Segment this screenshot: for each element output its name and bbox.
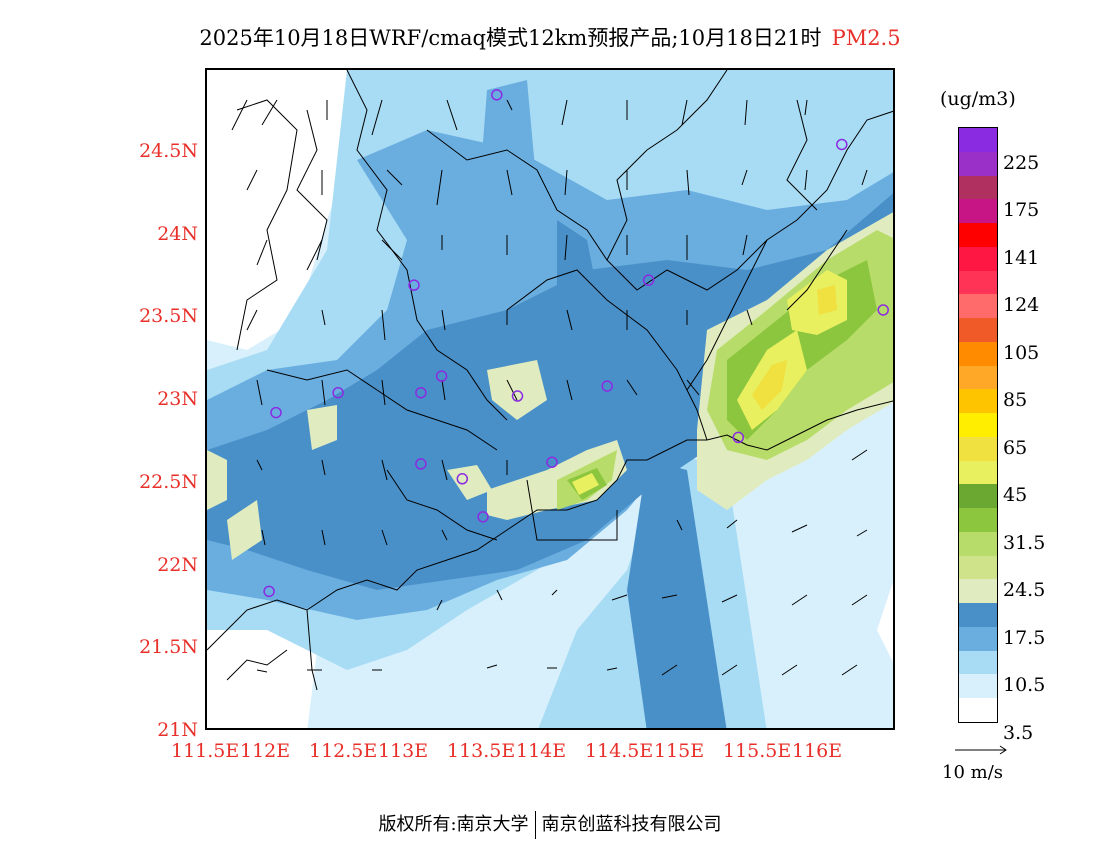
x-tick-label: 116E [792,740,843,762]
monitoring-stations [263,89,889,598]
x-tick-label: 113.5E [447,740,516,762]
legend-color-cell [959,413,997,437]
legend-color-cell [959,698,997,722]
title-species: PM2.5 [831,26,901,50]
legend-color-cell [959,365,997,390]
x-tick-label: 114.5E [585,740,654,762]
legend-color-cell [959,650,997,675]
legend-value-label: 225 [1003,151,1040,174]
y-tick-label: 24.5N [139,139,198,162]
legend-value-label: 65 [1003,436,1028,459]
y-tick-label: 24N [157,222,198,245]
station-marker [332,386,344,399]
legend-color-cell [959,270,997,295]
legend-value-label: 85 [1003,389,1028,412]
wind-vectors [231,99,868,676]
legend-color-cell [959,508,997,532]
legend-unit: (ug/m3) [940,88,1016,110]
legend-color-cell [959,460,997,485]
station-marker [546,456,558,468]
legend-color-cell [959,389,997,413]
x-tick-label: 113E [378,740,429,762]
copyright-left: 版权所有:南京大学 [378,814,529,835]
pm25-concentration-map [207,70,893,728]
legend-color-cell [959,436,997,461]
station-marker [415,458,427,470]
legend-color-cell [959,175,997,200]
legend-value-label: 31.5 [1003,531,1046,554]
legend-color-cell [959,626,997,651]
station-marker [456,473,469,485]
copyright-footer: 版权所有:南京大学 南京创蓝科技有限公司 [0,810,1100,839]
station-marker [263,585,275,598]
legend-value-label: 3.5 [1003,721,1034,744]
legend-value-label: 45 [1003,484,1028,507]
legend-value-label: 10.5 [1003,674,1046,697]
station-marker [642,274,655,286]
footer-separator [534,811,536,839]
wind-reference-label: 10 m/s [942,762,1003,783]
legend-color-cell [959,603,997,627]
station-marker [477,511,489,523]
station-marker [877,304,889,316]
x-tick-label: 111.5E [171,740,240,762]
legend-color-cell [959,294,997,318]
station-marker [435,370,448,382]
legend-value-label: 17.5 [1003,626,1046,649]
station-marker [270,406,282,419]
legend-color-cell [959,199,997,223]
y-tick-label: 21N [157,719,198,741]
station-marker [511,390,524,402]
y-tick-label: 22N [157,553,198,576]
y-tick-label: 21.5N [139,636,198,659]
color-scale-bar [958,127,998,723]
legend-value-label: 141 [1003,246,1040,269]
legend-color-cell [959,128,997,152]
legend-color-cell [959,484,997,508]
legend-color-cell [959,341,997,366]
legend-color-cell [959,318,997,342]
station-marker [408,279,420,291]
x-tick-label: 114E [516,740,567,762]
station-marker [836,138,848,151]
y-tick-label: 22.5N [139,470,198,493]
legend-value-label: 105 [1003,341,1040,364]
y-tick-label: 23N [157,388,198,410]
legend-value-label: 175 [1003,199,1040,222]
map-title: 2025年10月18日WRF/cmaq模式12km预报产品;10月18日21时 P… [0,22,1100,52]
legend-color-cell [959,674,997,698]
legend-color-cell [959,223,997,247]
legend-value-label: 24.5 [1003,579,1046,602]
legend-color-cell [959,246,997,271]
copyright-right: 南京创蓝科技有限公司 [541,814,722,835]
x-tick-label: 112E [240,740,291,762]
map-plot-area [205,68,895,730]
y-tick-label: 23.5N [139,305,198,328]
title-main: 2025年10月18日WRF/cmaq模式12km预报产品;10月18日21时 [199,26,822,50]
legend-color-cell [959,151,997,176]
legend-value-label: 124 [1003,294,1040,317]
legend-color-cell [959,531,997,556]
station-marker [601,380,613,392]
x-tick-label: 115.5E [723,740,792,762]
station-marker [415,386,427,399]
concentration-fill [207,70,893,728]
station-marker [491,89,503,101]
legend-color-cell [959,579,997,603]
station-marker [732,431,745,444]
x-tick-label: 112.5E [309,740,378,762]
legend-color-cell [959,555,997,580]
x-tick-label: 115E [654,740,705,762]
wind-reference-arrow [955,745,1007,755]
